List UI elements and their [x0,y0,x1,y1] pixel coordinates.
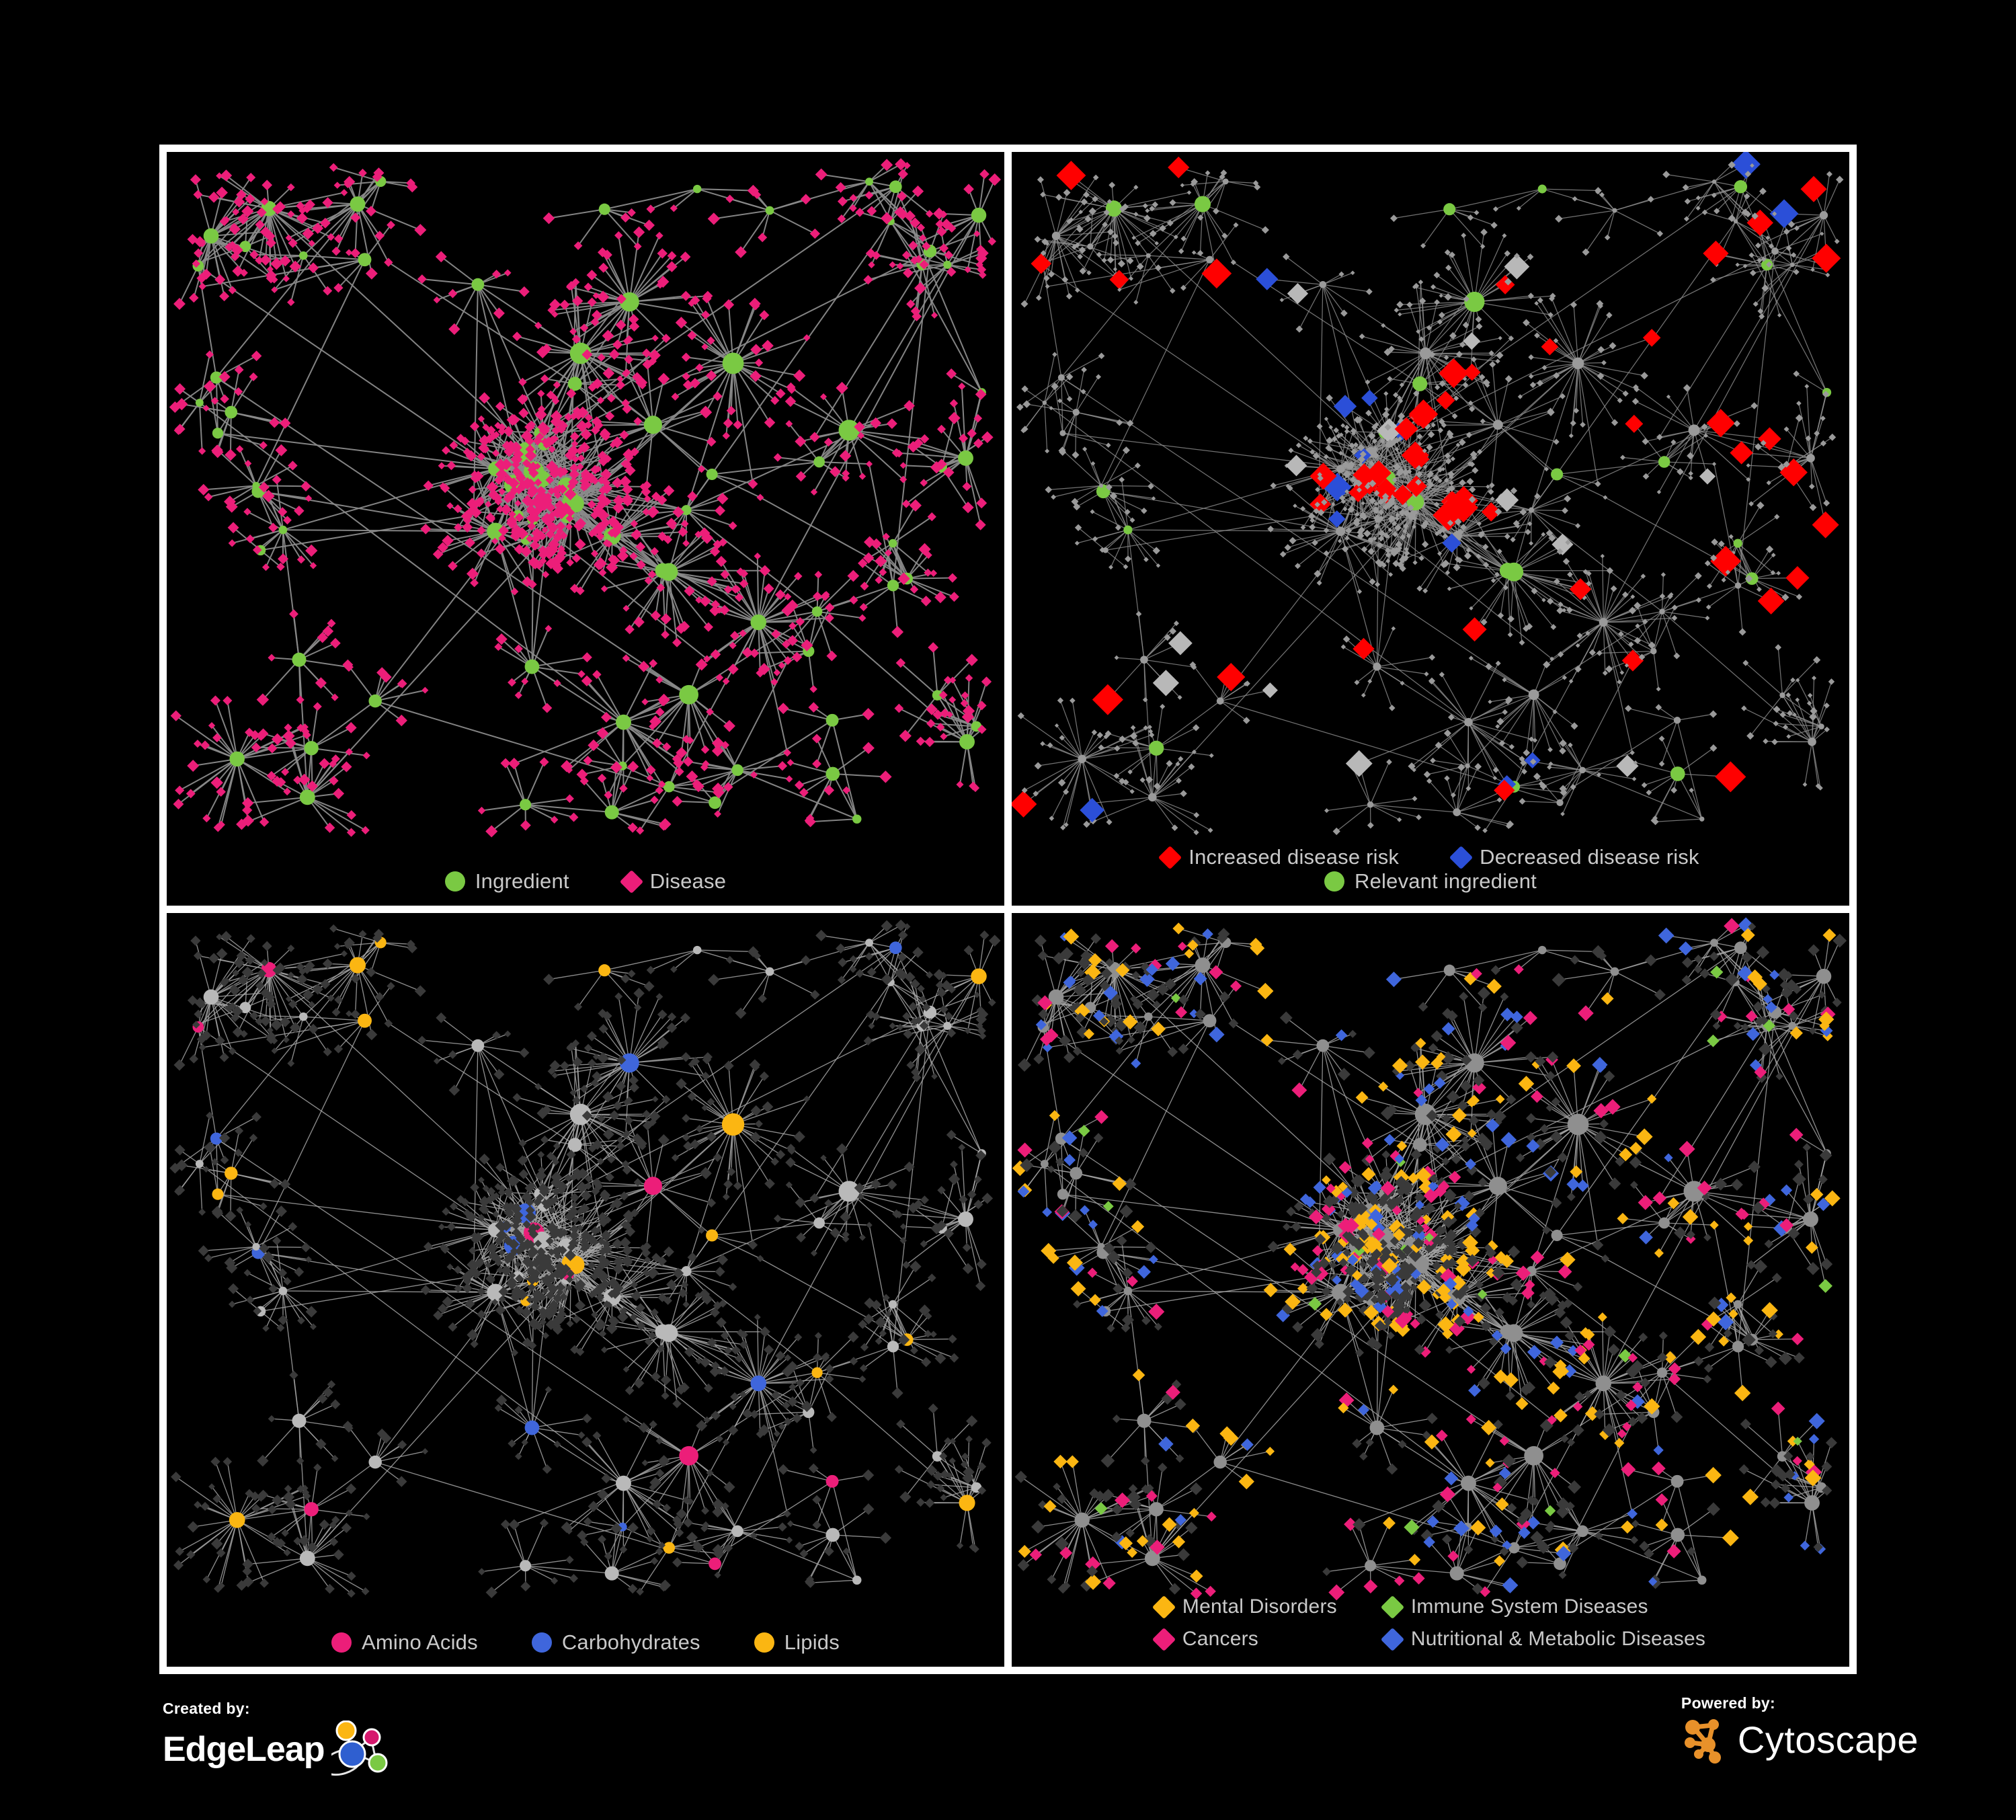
panel-ingredient-disease[interactable]: Ingredient Disease [167,152,1004,906]
legend-item-label: Carbohydrates [561,1630,700,1654]
legend-item-label: Nutritional & Metabolic Diseases [1410,1628,1706,1650]
legend-item-label: Decreased disease risk [1480,845,1699,869]
relevant-ingredient-marker-icon [1324,871,1345,892]
figure-frame: Ingredient Disease Increased disease ris… [159,145,1857,1674]
legend-item[interactable]: Decreased disease risk [1449,845,1699,869]
panel-disease-risk[interactable]: Increased disease risk Decreased disease… [1012,152,1849,906]
carbohydrates-marker-icon [531,1632,552,1653]
legend-item-label: Cancers [1182,1628,1258,1650]
legend-item[interactable]: Disease [619,869,727,894]
network-canvas-disease-classes[interactable] [1012,913,1849,1667]
created-by-kicker: Created by: [163,1700,250,1717]
cytoscape-node-graph-icon [1684,1719,1721,1764]
edgeleap-wordmark: EdgeLeap [163,1730,325,1769]
legend-item[interactable]: Carbohydrates [531,1630,700,1655]
legend-item[interactable]: Relevant ingredient [1324,869,1537,894]
legend-item-label: Relevant ingredient [1355,869,1537,893]
panel-disease-classes[interactable]: Mental Disorders Immune System Diseases … [1012,913,1849,1667]
network-canvas-ingredient-disease[interactable] [167,152,1004,906]
legend-disease-risk: Increased disease risk Decreased disease… [1012,845,1849,894]
powered-by-branding: Powered by: Cytoscape [1681,1694,1919,1765]
legend-disease-classes: Mental Disorders Immune System Diseases … [1012,1595,1849,1651]
cancers-marker-icon [1152,1627,1176,1651]
legend-item[interactable]: Immune System Diseases [1380,1595,1705,1619]
legend-item-label: Immune System Diseases [1410,1595,1648,1618]
increased-risk-marker-icon [1158,845,1182,869]
legend-item[interactable]: Mental Disorders [1152,1595,1337,1619]
legend-item-label: Mental Disorders [1182,1595,1337,1618]
edgeleap-node-graph-icon [331,1720,387,1776]
cytoscape-logo[interactable]: Cytoscape [1681,1715,1919,1765]
nutritional-metabolic-diseases-marker-icon [1380,1627,1405,1651]
network-canvas-ingredient-classes[interactable] [167,913,1004,1667]
mental-disorders-marker-icon [1152,1595,1176,1619]
edgeleap-logo[interactable]: EdgeLeap [163,1720,396,1778]
legend-item[interactable]: Ingredient [444,869,569,894]
created-by-branding: Created by: EdgeLeap [163,1700,396,1778]
lipids-marker-icon [754,1632,774,1653]
network-canvas-disease-risk[interactable] [1012,152,1849,906]
panel-ingredient-classes[interactable]: Amino Acids Carbohydrates Lipids [167,913,1004,1667]
legend-item-label: Lipids [784,1630,840,1654]
legend-ingredient-classes: Amino Acids Carbohydrates Lipids [167,1630,1004,1655]
disease-marker-icon [619,869,643,894]
legend-item-label: Ingredient [475,869,569,893]
decreased-risk-marker-icon [1449,845,1474,869]
legend-item-label: Increased disease risk [1188,845,1400,869]
powered-by-kicker: Powered by: [1681,1694,1775,1712]
legend-item[interactable]: Lipids [754,1630,840,1655]
legend-item[interactable]: Nutritional & Metabolic Diseases [1380,1627,1706,1651]
ingredient-marker-icon [444,871,465,892]
immune-system-diseases-marker-icon [1380,1595,1405,1619]
legend-item[interactable]: Increased disease risk [1158,845,1400,869]
legend-ingredient-disease: Ingredient Disease [167,869,1004,894]
legend-item[interactable]: Cancers [1152,1627,1337,1651]
legend-item-label: Disease [649,869,727,893]
legend-item-label: Amino Acids [362,1630,478,1654]
legend-item[interactable]: Amino Acids [331,1630,478,1655]
amino-acids-marker-icon [331,1632,352,1653]
cytoscape-wordmark: Cytoscape [1737,1718,1919,1761]
